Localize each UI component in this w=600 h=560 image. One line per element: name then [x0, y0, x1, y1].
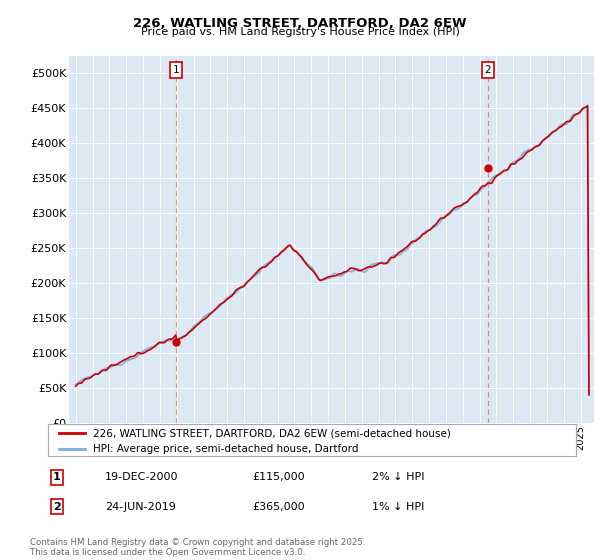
- Text: Price paid vs. HM Land Registry's House Price Index (HPI): Price paid vs. HM Land Registry's House …: [140, 27, 460, 38]
- Text: HPI: Average price, semi-detached house, Dartford: HPI: Average price, semi-detached house,…: [93, 444, 358, 454]
- Text: Contains HM Land Registry data © Crown copyright and database right 2025.
This d: Contains HM Land Registry data © Crown c…: [30, 538, 365, 557]
- Text: 19-DEC-2000: 19-DEC-2000: [105, 472, 179, 482]
- Text: £115,000: £115,000: [252, 472, 305, 482]
- Text: 2% ↓ HPI: 2% ↓ HPI: [372, 472, 425, 482]
- Text: 1% ↓ HPI: 1% ↓ HPI: [372, 502, 424, 512]
- Text: 24-JUN-2019: 24-JUN-2019: [105, 502, 176, 512]
- Text: 226, WATLING STREET, DARTFORD, DA2 6EW (semi-detached house): 226, WATLING STREET, DARTFORD, DA2 6EW (…: [93, 428, 451, 438]
- Text: £365,000: £365,000: [252, 502, 305, 512]
- Text: 1: 1: [173, 65, 179, 75]
- Text: 2: 2: [53, 502, 61, 512]
- Text: 226, WATLING STREET, DARTFORD, DA2 6EW: 226, WATLING STREET, DARTFORD, DA2 6EW: [133, 17, 467, 30]
- Text: 1: 1: [53, 472, 61, 482]
- Text: 2: 2: [484, 65, 491, 75]
